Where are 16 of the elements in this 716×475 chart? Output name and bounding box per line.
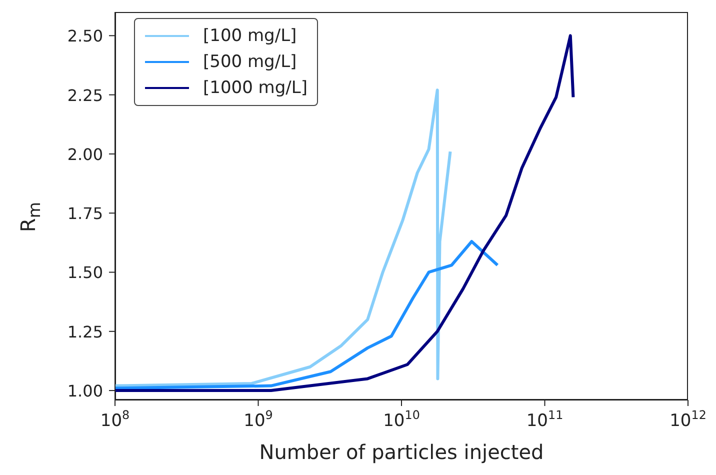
y-tick-label: 2.00 <box>67 144 103 164</box>
x-tick-label: 10$^{9}$ <box>244 408 273 431</box>
y-tick-label: 2.50 <box>67 26 103 46</box>
y-tick-label: 1.50 <box>67 263 103 282</box>
legend-label: [500 mg/L] <box>203 52 297 72</box>
x-tick-label: 10$^{12}$ <box>670 408 706 431</box>
y-tick-label: 2.25 <box>67 86 103 105</box>
legend-label: [100 mg/L] <box>203 26 297 46</box>
x-tick-label: 10$^{8}$ <box>100 408 130 431</box>
y-tick-label: 1.75 <box>67 204 103 224</box>
y-tick-label: 1.25 <box>67 322 103 342</box>
y-tick-label: 1.00 <box>67 382 103 401</box>
x-tick-label: 10$^{10}$ <box>383 408 420 431</box>
x-axis-title: Number of particles injected <box>258 440 545 464</box>
x-tick-label: 10$^{11}$ <box>526 408 564 431</box>
legend-label: [1000 mg/L] <box>203 78 308 98</box>
